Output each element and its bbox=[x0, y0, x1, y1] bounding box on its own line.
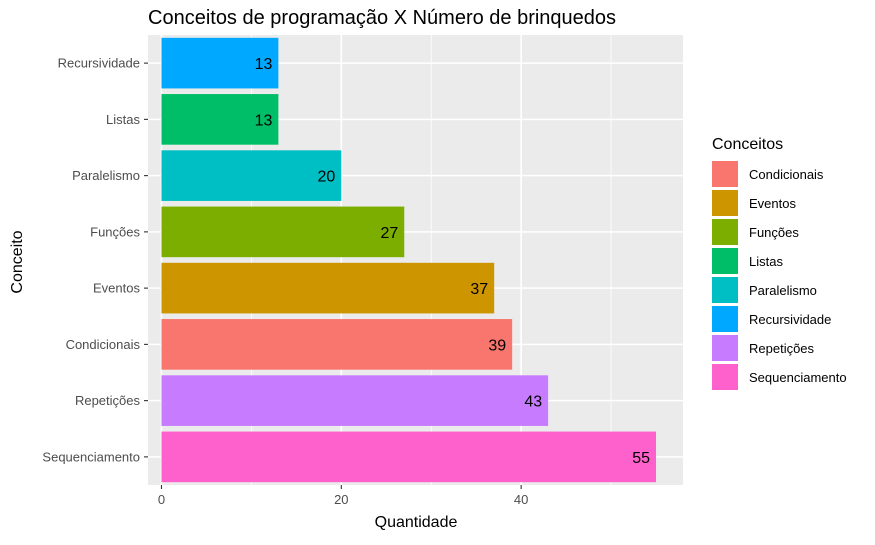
y-tick-label: Eventos bbox=[93, 281, 140, 296]
axes-layer: Recursividade Listas Paralelismo Funções Eve… bbox=[42, 56, 528, 507]
y-tick-label: Paralelismo bbox=[72, 168, 140, 183]
bar bbox=[161, 319, 513, 370]
legend: Conceitos Condicionais Eventos Funções List… bbox=[712, 136, 847, 390]
bar bbox=[161, 150, 342, 201]
legend-label: Eventos bbox=[749, 196, 796, 211]
x-axis-title: Quantidade bbox=[375, 514, 458, 531]
legend-label: Paralelismo bbox=[749, 283, 817, 298]
y-tick-label: Listas bbox=[106, 112, 140, 127]
x-tick-label: 40 bbox=[514, 492, 528, 507]
bar bbox=[161, 94, 279, 145]
bar bbox=[161, 262, 495, 314]
y-tick-label: Condicionais bbox=[66, 337, 141, 352]
bar bbox=[161, 431, 657, 483]
legend-label: Repetições bbox=[749, 341, 815, 356]
legend-key bbox=[712, 190, 738, 216]
y-tick-label: Recursividade bbox=[58, 56, 140, 71]
bar-value-label: 20 bbox=[318, 169, 336, 186]
legend-label: Recursividade bbox=[749, 312, 831, 327]
bars-layer: 13 13 20 27 37 39 43 55 bbox=[161, 37, 657, 483]
legend-key bbox=[712, 306, 738, 332]
legend-key bbox=[712, 335, 738, 361]
legend-key bbox=[712, 219, 738, 245]
x-tick-label: 0 bbox=[158, 492, 165, 507]
legend-key bbox=[712, 161, 738, 187]
bar-value-label: 13 bbox=[255, 56, 273, 73]
chart-title: Conceitos de programação X Número de bri… bbox=[148, 7, 616, 29]
bar-value-label: 27 bbox=[380, 225, 398, 242]
legend-title: Conceitos bbox=[712, 136, 783, 153]
bar bbox=[161, 37, 279, 89]
legend-label: Listas bbox=[749, 254, 783, 269]
bar-value-label: 13 bbox=[255, 112, 273, 129]
y-tick-label: Funções bbox=[90, 224, 140, 239]
y-tick-label: Repetições bbox=[75, 393, 141, 408]
bar-value-label: 39 bbox=[488, 337, 506, 354]
bar-value-label: 55 bbox=[632, 450, 650, 467]
y-tick-label: Sequenciamento bbox=[42, 449, 140, 464]
legend-label: Condicionais bbox=[749, 167, 824, 182]
legend-key bbox=[712, 248, 738, 274]
legend-label: Funções bbox=[749, 225, 799, 240]
bar-value-label: 43 bbox=[524, 394, 542, 411]
x-tick-label: 20 bbox=[334, 492, 348, 507]
bar-value-label: 37 bbox=[470, 281, 488, 298]
legend-label: Sequenciamento bbox=[749, 370, 847, 385]
legend-key bbox=[712, 277, 738, 303]
legend-items: Condicionais Eventos Funções Listas Paraleli… bbox=[712, 161, 847, 390]
bar bbox=[161, 206, 405, 258]
bar bbox=[161, 375, 549, 426]
legend-key bbox=[712, 364, 738, 390]
y-axis-title: Conceito bbox=[9, 230, 26, 293]
